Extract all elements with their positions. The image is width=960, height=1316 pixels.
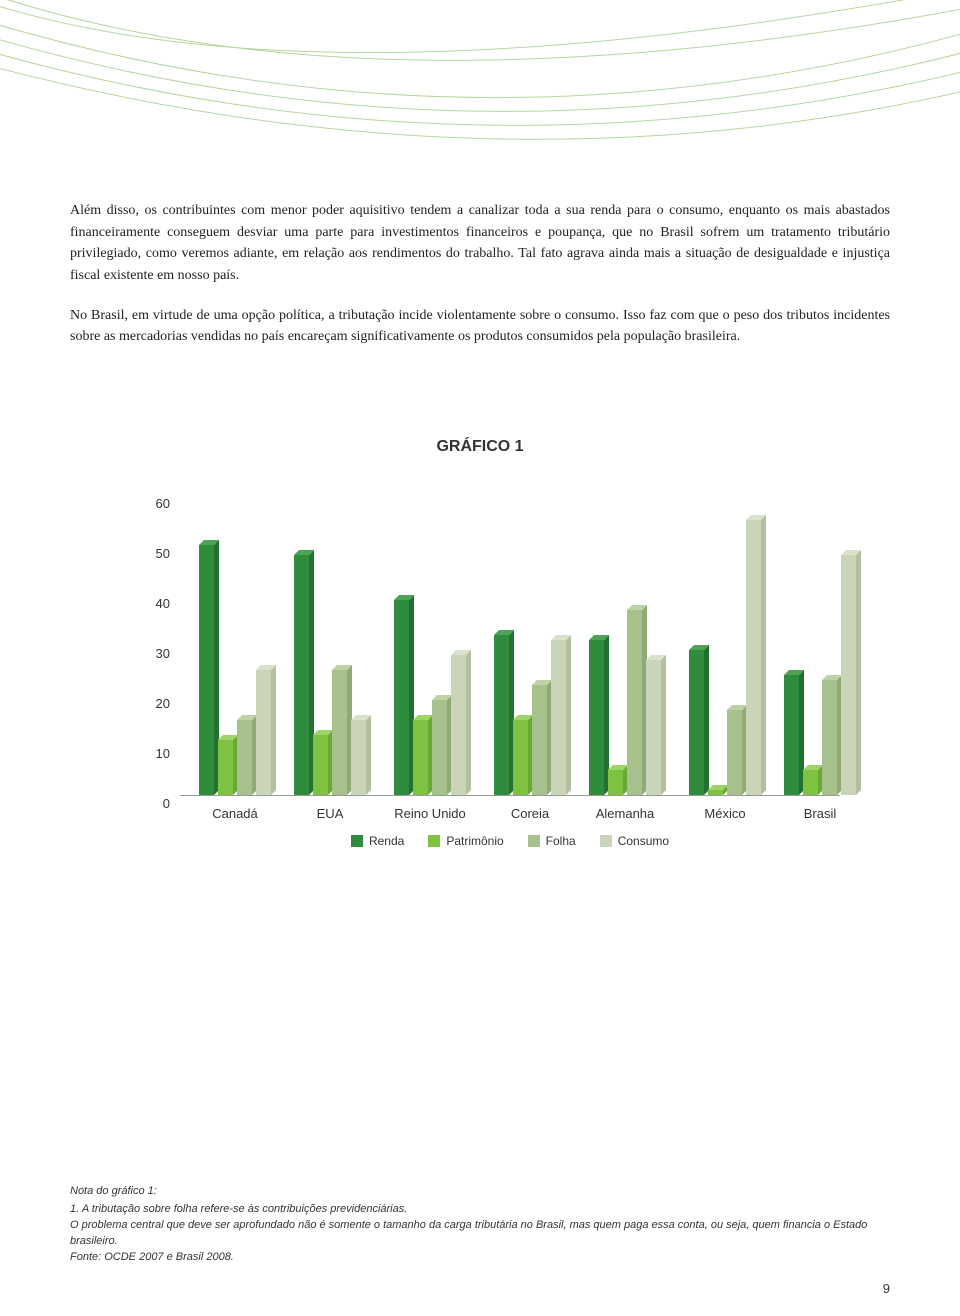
bar	[351, 720, 366, 795]
bar	[841, 555, 856, 795]
plot-area	[180, 496, 840, 796]
x-tick-label: Reino Unido	[394, 806, 466, 821]
bar	[332, 670, 347, 795]
bar	[646, 660, 661, 795]
bar	[513, 720, 528, 795]
bar-group	[689, 520, 761, 795]
paragraph-2: No Brasil, em virtude de uma opção polít…	[70, 305, 890, 348]
bar	[627, 610, 642, 795]
x-axis-labels: Canadá EUA Reino Unido Coreia Alemanha México…	[180, 806, 840, 826]
bar	[551, 640, 566, 795]
legend-swatch	[528, 835, 540, 847]
bar-group	[199, 545, 271, 795]
bar	[532, 685, 547, 795]
legend-swatch	[428, 835, 440, 847]
x-tick-label: Brasil	[804, 806, 837, 821]
bar	[746, 520, 761, 795]
bar-chart: 0102030405060 Canadá EUA Reino Unido Coreia…	[120, 496, 840, 856]
bar	[394, 600, 409, 795]
bar-group	[294, 555, 366, 795]
footnote-line-1: 1. A tributação sobre folha refere-se às…	[70, 1202, 890, 1218]
bar-group	[589, 610, 661, 795]
legend-swatch	[351, 835, 363, 847]
legend-label: Patrimônio	[446, 834, 503, 848]
bar	[294, 555, 309, 795]
bar	[256, 670, 271, 795]
footnote-title: Nota do gráfico 1:	[70, 1184, 890, 1200]
bar	[589, 640, 604, 795]
bar	[494, 635, 509, 795]
bar	[784, 675, 799, 795]
bar	[313, 735, 328, 795]
legend-label: Renda	[369, 834, 404, 848]
bar	[451, 655, 466, 795]
bar	[413, 720, 428, 795]
bar	[727, 710, 742, 795]
chart-title: GRÁFICO 1	[70, 438, 890, 456]
x-tick-label: EUA	[317, 806, 344, 821]
footnote-line-3: Fonte: OCDE 2007 e Brasil 2008.	[70, 1250, 890, 1266]
footnote-line-2: O problema central que deve ser aprofund…	[70, 1218, 890, 1250]
footnotes: Nota do gráfico 1: 1. A tributação sobre…	[70, 1184, 890, 1266]
bar	[237, 720, 252, 795]
bar	[689, 650, 704, 795]
x-tick-label: Coreia	[511, 806, 549, 821]
bar-group	[784, 555, 856, 795]
bar	[822, 680, 837, 795]
paragraph-1: Além disso, os contribuintes com menor p…	[70, 200, 890, 287]
legend-label: Consumo	[618, 834, 669, 848]
x-tick-label: Canadá	[212, 806, 258, 821]
bar	[708, 790, 723, 795]
legend-label: Folha	[546, 834, 576, 848]
x-tick-label: Alemanha	[596, 806, 655, 821]
bar	[432, 700, 447, 795]
y-axis: 0102030405060	[120, 496, 180, 796]
bar-group	[394, 600, 466, 795]
legend: Renda Patrimônio Folha Consumo	[180, 834, 840, 848]
bar	[218, 740, 233, 795]
x-tick-label: México	[704, 806, 745, 821]
legend-item: Renda	[351, 834, 404, 848]
bar	[608, 770, 623, 795]
legend-item: Patrimônio	[428, 834, 503, 848]
bar-group	[494, 635, 566, 795]
legend-item: Folha	[528, 834, 576, 848]
bar	[803, 770, 818, 795]
bar	[199, 545, 214, 795]
legend-swatch	[600, 835, 612, 847]
page-number: 9	[883, 1281, 890, 1296]
legend-item: Consumo	[600, 834, 669, 848]
